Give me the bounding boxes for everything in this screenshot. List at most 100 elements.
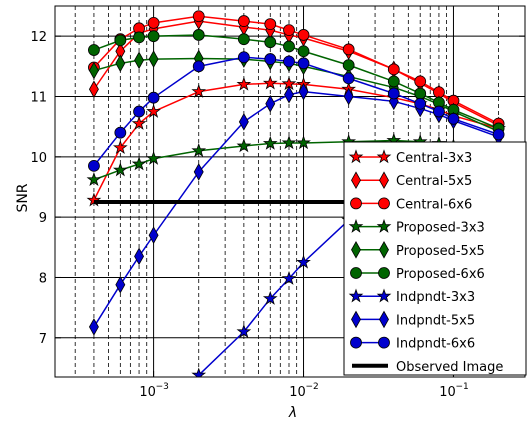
data-point-star <box>281 270 297 285</box>
legend-swatch-marker <box>351 310 361 329</box>
data-point-circle <box>88 44 100 56</box>
legend-swatch-marker <box>376 149 392 164</box>
data-point-star <box>262 135 278 150</box>
legend-swatch-marker <box>351 240 361 259</box>
data-point-circle <box>342 59 355 72</box>
data-point-circle <box>264 36 277 49</box>
legend-swatch-marker <box>376 218 392 233</box>
legend-label: Proposed-5x5 <box>396 244 485 259</box>
data-point-star <box>146 103 161 118</box>
data-point-circle <box>387 63 400 76</box>
legend-label: Central-6x6 <box>396 197 472 212</box>
data-point-circle <box>297 45 310 58</box>
x-tick-exponent: −3 <box>156 382 169 392</box>
legend-entry-indpndt-3x3: Indpndt-3x3 <box>348 288 475 305</box>
legend-swatch-marker <box>379 171 389 190</box>
data-point-circle <box>433 105 445 118</box>
y-tick-label: 7 <box>39 332 47 347</box>
data-point-circle <box>387 75 400 88</box>
legend-label: Indpndt-6x6 <box>396 337 475 352</box>
x-axis-title: λ <box>288 405 297 421</box>
legend-swatch-marker <box>350 197 362 210</box>
data-point-star <box>236 76 252 91</box>
data-point-circle <box>342 72 355 85</box>
data-point-star <box>262 290 278 305</box>
data-point-diamond <box>88 80 99 99</box>
x-tick-label: 10 <box>289 385 306 400</box>
x-tick-exponent: −1 <box>455 382 468 392</box>
data-point-circle <box>192 60 205 73</box>
data-point-star <box>191 143 207 158</box>
legend-label: Central-3x3 <box>396 151 472 166</box>
data-point-circle <box>114 34 127 47</box>
data-point-circle <box>414 97 427 110</box>
data-point-circle <box>342 43 355 56</box>
data-point-circle <box>237 33 250 46</box>
data-point-star <box>112 162 128 177</box>
legend-label: Proposed-6x6 <box>396 267 485 282</box>
legend-entry-indpndt-5x5: Indpndt-5x5 <box>351 310 475 329</box>
data-point-diamond <box>134 247 145 266</box>
data-point-diamond <box>148 226 159 245</box>
data-point-diamond <box>238 113 249 131</box>
legend-swatch-marker <box>348 218 364 233</box>
y-tick-label: 9 <box>39 211 47 226</box>
data-point-star <box>191 367 207 377</box>
data-point-circle <box>283 24 295 37</box>
data-point-star <box>296 135 311 150</box>
data-point-circle <box>237 15 250 27</box>
data-point-star <box>146 150 161 165</box>
data-point-diamond <box>115 275 126 294</box>
data-point-circle <box>133 105 145 118</box>
data-point-circle <box>447 112 460 125</box>
axis-titles: SNR λ <box>15 183 297 421</box>
data-point-diamond <box>265 94 276 113</box>
data-point-circle <box>147 91 160 104</box>
data-point-diamond <box>298 82 309 101</box>
legend-swatch-marker <box>348 288 364 303</box>
data-point-circle <box>88 159 100 172</box>
legend-swatch-marker <box>348 149 364 164</box>
data-point-star <box>236 138 252 153</box>
series-indpndt-6x6 <box>88 51 505 172</box>
series-indpndt-5x5 <box>88 82 504 336</box>
data-point-diamond <box>134 51 145 70</box>
legend-label: Central-5x5 <box>396 174 472 189</box>
data-point-circle <box>414 87 427 100</box>
legend-entry-proposed-6x6: Proposed-6x6 <box>350 267 485 282</box>
data-point-circle <box>283 55 295 68</box>
data-point-circle <box>147 16 160 29</box>
data-point-star <box>191 83 207 98</box>
legend-entry-proposed-3x3: Proposed-3x3 <box>348 218 485 236</box>
data-point-diamond <box>343 87 354 106</box>
data-point-diamond <box>148 50 159 68</box>
data-point-diamond <box>115 54 126 73</box>
y-tick-label: 10 <box>30 151 47 166</box>
data-point-circle <box>192 29 205 41</box>
data-point-circle <box>237 51 250 64</box>
data-point-circle <box>264 53 277 65</box>
legend-label: Proposed-3x3 <box>396 221 485 236</box>
data-point-star <box>236 324 252 338</box>
data-point-star <box>131 115 147 130</box>
x-tick-exponent: −2 <box>306 382 319 392</box>
data-point-star <box>131 156 147 171</box>
data-point-circle <box>297 29 310 41</box>
legend-label: Indpndt-5x5 <box>396 313 475 328</box>
legend: Central-3x3 Central-5x5 Central-6x6 Propose… <box>343 141 527 376</box>
data-point-star <box>86 172 102 186</box>
data-point-circle <box>283 40 295 53</box>
legend-swatch-marker <box>350 336 362 349</box>
data-point-circle <box>387 87 400 100</box>
data-point-star <box>112 140 128 155</box>
data-point-circle <box>147 30 160 43</box>
data-point-star <box>296 254 311 269</box>
legend-swatch-marker <box>376 288 392 303</box>
data-point-diamond <box>193 163 204 181</box>
data-point-circle <box>492 128 505 141</box>
data-point-circle <box>114 126 127 139</box>
legend-entry-central-5x5: Central-5x5 <box>351 171 472 190</box>
legend-swatch-marker <box>378 336 390 349</box>
